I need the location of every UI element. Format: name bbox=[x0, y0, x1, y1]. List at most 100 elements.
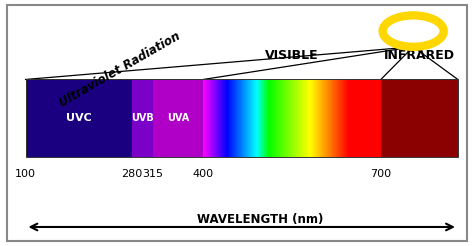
Bar bbox=[324, 79, 325, 157]
Bar bbox=[330, 79, 331, 157]
Bar bbox=[259, 79, 261, 157]
Bar bbox=[232, 79, 233, 157]
Bar bbox=[319, 79, 320, 157]
Bar bbox=[374, 79, 375, 157]
Bar bbox=[275, 79, 276, 157]
Bar bbox=[216, 79, 217, 157]
Bar bbox=[282, 79, 283, 157]
Bar bbox=[242, 79, 243, 157]
Bar bbox=[297, 79, 299, 157]
Bar bbox=[289, 79, 290, 157]
Text: UVA: UVA bbox=[167, 113, 189, 123]
Bar bbox=[216, 79, 217, 157]
Bar bbox=[318, 79, 319, 157]
Bar bbox=[245, 79, 246, 157]
Bar bbox=[353, 79, 354, 157]
Bar bbox=[359, 79, 360, 157]
Bar bbox=[371, 79, 373, 157]
Bar bbox=[302, 79, 303, 157]
Bar bbox=[224, 79, 225, 157]
Text: UVB: UVB bbox=[131, 113, 154, 123]
Bar bbox=[296, 79, 297, 157]
Bar bbox=[325, 79, 326, 157]
Bar bbox=[220, 79, 221, 157]
Bar bbox=[278, 79, 280, 157]
Bar bbox=[365, 79, 366, 157]
Bar bbox=[221, 79, 222, 157]
Bar bbox=[247, 79, 248, 157]
Bar bbox=[225, 79, 226, 157]
Bar bbox=[273, 79, 274, 157]
Bar bbox=[251, 79, 252, 157]
Bar bbox=[345, 79, 346, 157]
Bar bbox=[357, 79, 358, 157]
Bar bbox=[343, 79, 344, 157]
Bar bbox=[214, 79, 216, 157]
Bar bbox=[356, 79, 357, 157]
Bar bbox=[207, 79, 208, 157]
Bar bbox=[263, 79, 264, 157]
Bar bbox=[270, 79, 271, 157]
Bar bbox=[329, 79, 330, 157]
Bar bbox=[244, 79, 245, 157]
Bar bbox=[287, 79, 288, 157]
Bar bbox=[218, 79, 219, 157]
Bar bbox=[334, 79, 335, 157]
Bar bbox=[313, 79, 314, 157]
Bar bbox=[246, 79, 247, 157]
Bar bbox=[274, 79, 275, 157]
Bar bbox=[308, 79, 309, 157]
Bar bbox=[339, 79, 340, 157]
Bar bbox=[322, 79, 323, 157]
Bar bbox=[215, 79, 216, 157]
Bar bbox=[249, 79, 250, 157]
Bar bbox=[247, 79, 249, 157]
Bar bbox=[290, 79, 291, 157]
Bar bbox=[288, 79, 289, 157]
Bar bbox=[299, 79, 300, 157]
Bar bbox=[344, 79, 345, 157]
Bar bbox=[335, 79, 337, 157]
Bar bbox=[228, 79, 230, 157]
Bar bbox=[356, 79, 357, 157]
Bar bbox=[246, 79, 247, 157]
Bar bbox=[379, 79, 380, 157]
Bar bbox=[335, 79, 336, 157]
Bar bbox=[228, 79, 229, 157]
Bar bbox=[230, 79, 231, 157]
Bar bbox=[313, 79, 314, 157]
Bar bbox=[223, 79, 224, 157]
Bar bbox=[337, 79, 338, 157]
Bar bbox=[306, 79, 307, 157]
Bar bbox=[217, 79, 218, 157]
Bar bbox=[277, 79, 278, 157]
Bar bbox=[231, 79, 232, 157]
Bar bbox=[296, 79, 297, 157]
Bar bbox=[279, 79, 280, 157]
Bar bbox=[227, 79, 228, 157]
Bar bbox=[378, 79, 379, 157]
Bar bbox=[342, 79, 343, 157]
Bar bbox=[248, 79, 249, 157]
Bar bbox=[254, 79, 255, 157]
Bar bbox=[327, 79, 328, 157]
Text: VISIBLE: VISIBLE bbox=[265, 49, 319, 62]
Bar bbox=[380, 79, 381, 157]
Bar bbox=[258, 79, 259, 157]
Bar bbox=[316, 79, 318, 157]
Bar bbox=[366, 79, 368, 157]
Bar bbox=[273, 79, 275, 157]
Bar bbox=[234, 79, 235, 157]
Bar bbox=[203, 79, 204, 157]
Bar bbox=[236, 79, 237, 157]
Bar bbox=[213, 79, 214, 157]
Bar bbox=[373, 79, 374, 157]
Bar bbox=[270, 79, 271, 157]
Bar bbox=[268, 79, 269, 157]
Bar bbox=[332, 79, 333, 157]
Bar bbox=[369, 79, 370, 157]
Bar bbox=[294, 79, 295, 157]
Bar bbox=[370, 79, 371, 157]
Bar bbox=[309, 79, 310, 157]
Bar bbox=[365, 79, 366, 157]
